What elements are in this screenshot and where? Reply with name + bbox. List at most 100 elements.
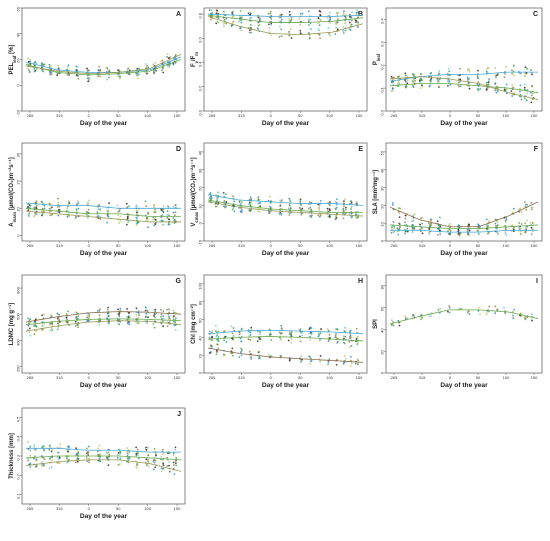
data-point — [162, 467, 165, 470]
data-point — [98, 65, 101, 68]
data-point — [335, 363, 338, 366]
panel-i-svg: 0 20 40 60 80 265 315 0 50 100 150 Day of the year S… — [373, 274, 543, 389]
y-tick-label: 0.3 — [379, 41, 384, 47]
data-point — [29, 334, 32, 337]
data-point — [33, 207, 36, 210]
data-point — [279, 204, 282, 207]
y-tick-label: 40 — [197, 336, 202, 341]
data-point — [518, 72, 521, 75]
data-point — [335, 206, 338, 209]
data-point — [210, 18, 213, 21]
data-point — [342, 12, 345, 14]
data-point — [239, 10, 242, 12]
data-point — [216, 350, 218, 353]
data-point — [531, 206, 534, 209]
data-point — [279, 203, 282, 206]
data-point — [222, 354, 225, 357]
data-point — [29, 58, 31, 61]
data-point — [519, 84, 522, 87]
panel-f-svg: 0 10 20 30 40 50 265 315 0 50 100 150 Day of the yea… — [372, 142, 543, 257]
data-point — [28, 204, 31, 206]
data-point — [335, 201, 338, 204]
panel-letter: C — [533, 11, 538, 18]
data-point — [350, 216, 353, 219]
panel-letter: F — [534, 146, 539, 153]
data-point — [328, 358, 331, 361]
data-point — [50, 450, 53, 453]
data-point — [350, 23, 353, 26]
data-point — [210, 195, 213, 198]
data-point — [270, 20, 273, 23]
data-point — [436, 220, 439, 223]
data-point — [166, 308, 169, 311]
fit-line-fit-blue — [207, 329, 364, 335]
data-point — [398, 212, 401, 215]
data-point — [217, 336, 220, 338]
data-point — [214, 330, 217, 332]
data-point — [269, 334, 271, 337]
y-tick-label: 0.4 — [197, 61, 202, 67]
data-point — [210, 9, 213, 11]
panel-c-svg: 0.0 0.1 0.2 0.3 0.4 265 315 0 50 100 150 Day of the… — [373, 7, 543, 127]
data-point — [97, 75, 99, 78]
data-point — [162, 317, 165, 319]
data-point — [343, 355, 346, 358]
data-point — [40, 461, 43, 463]
data-point — [438, 70, 441, 72]
data-point — [116, 456, 119, 459]
data-point — [336, 340, 339, 343]
data-point — [147, 454, 150, 457]
panel-letter: A — [176, 11, 181, 18]
data-point — [398, 324, 401, 327]
data-point — [269, 205, 271, 208]
data-point — [351, 11, 353, 14]
data-point — [393, 76, 395, 79]
data-point — [76, 66, 79, 68]
fit-line-fit-blue — [390, 229, 538, 233]
y-tick-label: 0.1 — [379, 86, 384, 92]
data-point — [438, 227, 441, 230]
data-point — [348, 340, 351, 343]
data-point — [57, 64, 60, 67]
data-point — [280, 34, 283, 37]
data-point — [404, 72, 407, 75]
data-point — [174, 448, 177, 451]
y-tick-label: 80 — [379, 284, 384, 289]
data-point — [270, 23, 273, 26]
data-point — [250, 197, 253, 200]
data-point — [33, 321, 36, 323]
data-point — [288, 197, 291, 200]
x-tick-label: 150 — [531, 113, 538, 118]
data-point — [504, 231, 507, 233]
panel-j-svg: 0.1 0.2 0.3 0.4 0.5 265 315 0 50 100 150 Day of the… — [9, 407, 186, 520]
data-point — [126, 307, 128, 310]
data-point — [174, 446, 177, 449]
data-point — [257, 28, 260, 30]
data-point — [329, 22, 331, 24]
data-point — [137, 321, 140, 324]
data-point — [88, 199, 90, 202]
data-point — [526, 68, 529, 71]
data-point — [468, 234, 471, 237]
data-point — [239, 27, 242, 30]
data-point — [476, 75, 479, 77]
y-tick-label: 10 — [379, 221, 384, 226]
data-point — [74, 320, 77, 323]
data-point — [145, 446, 147, 449]
x-tick-label: 0 — [449, 243, 452, 248]
data-point — [355, 327, 358, 330]
data-point — [258, 211, 261, 213]
y-axis-label: SPI — [373, 319, 379, 329]
x-tick-label: 100 — [144, 243, 151, 248]
data-point — [223, 200, 226, 203]
data-point — [523, 86, 526, 89]
data-point — [167, 205, 170, 208]
data-point — [342, 32, 345, 34]
data-point — [479, 313, 481, 316]
data-point — [225, 205, 228, 208]
data-point — [174, 460, 177, 463]
data-point — [319, 199, 322, 202]
data-point — [27, 457, 30, 460]
data-point — [27, 60, 30, 63]
data-point — [28, 331, 31, 334]
